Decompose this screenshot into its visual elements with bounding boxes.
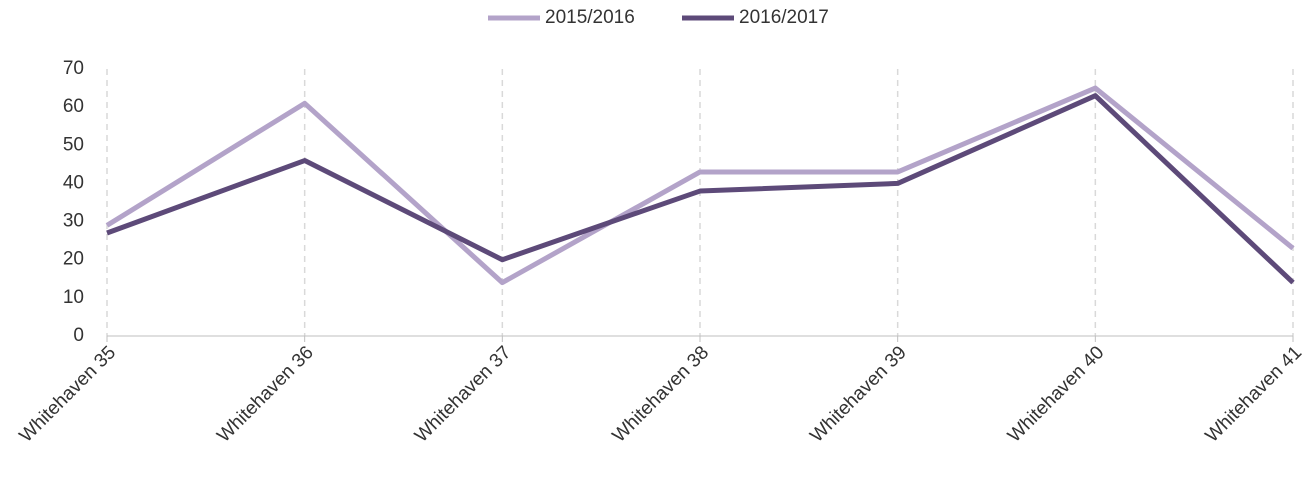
y-tick-label: 50 — [63, 134, 84, 155]
legend-label: 2016/2017 — [739, 7, 829, 28]
y-tick-label: 30 — [63, 211, 84, 232]
x-tick-label: Whitehaven 41 — [1202, 342, 1306, 446]
y-tick-label: 0 — [73, 325, 84, 346]
x-tick-label: Whitehaven 35 — [16, 342, 120, 446]
line-series — [105, 85, 1295, 286]
x-tick-label: Whitehaven 38 — [609, 342, 713, 446]
y-tick-label: 60 — [63, 96, 84, 117]
legend-label: 2015/2016 — [545, 7, 635, 28]
y-tick-label: 10 — [63, 287, 84, 308]
line-series — [106, 93, 1295, 285]
x-tick-label: Whitehaven 37 — [411, 342, 515, 446]
y-tick-label: 20 — [63, 249, 84, 270]
x-tick-label: Whitehaven 39 — [806, 342, 910, 446]
y-tick-label: 70 — [63, 58, 84, 79]
x-tick-label: Whitehaven 40 — [1004, 342, 1108, 446]
x-tick-label: Whitehaven 36 — [213, 342, 317, 446]
y-tick-label: 40 — [63, 172, 84, 193]
